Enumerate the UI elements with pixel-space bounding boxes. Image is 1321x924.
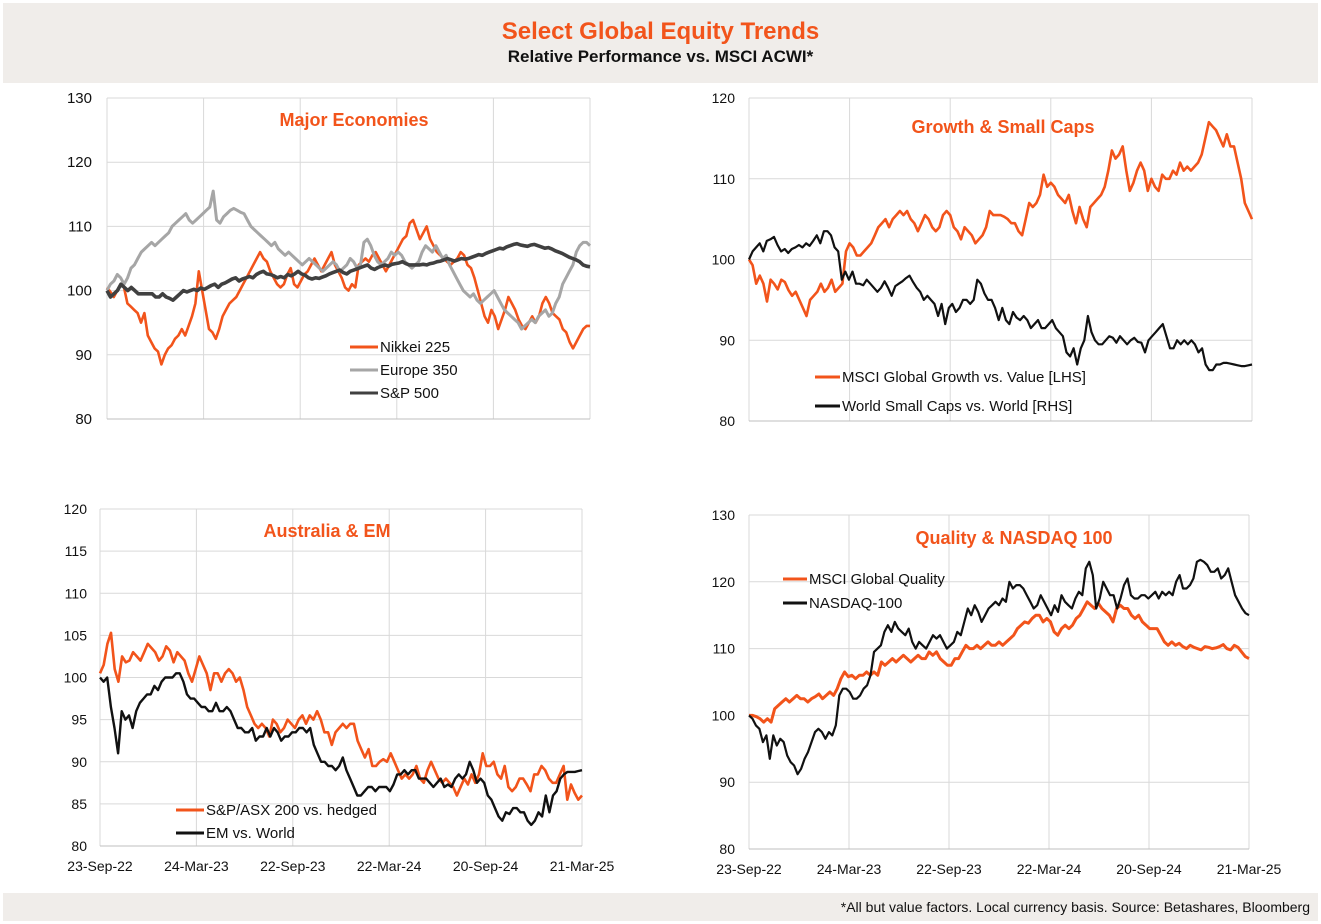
x-tick-label: 20-Sep-24: [1116, 861, 1182, 877]
y-tick-label: 130: [712, 507, 736, 523]
legend-label: EM vs. World: [206, 825, 295, 842]
x-tick-label: 22-Sep-23: [260, 858, 326, 874]
y-tick-label: 90: [719, 774, 735, 790]
x-tick-label: 21-Mar-25: [550, 858, 615, 874]
y-tick-label: 120: [64, 501, 88, 517]
y-tick-label: 80: [719, 413, 735, 429]
series-line-1: [749, 600, 1250, 724]
x-tick-label: 23-Sep-22: [716, 861, 782, 877]
legend-label: World Small Caps vs. World [RHS]: [842, 398, 1072, 415]
y-tick-label: 100: [712, 707, 736, 723]
legend-label: MSCI Global Quality: [809, 571, 945, 588]
y-tick-label: 80: [719, 841, 735, 857]
chart-title: Quality & NASDAQ 100: [915, 528, 1112, 548]
legend-label: MSCI Global Growth vs. Value [LHS]: [842, 369, 1086, 386]
series-line-3: [105, 241, 591, 303]
series-line-2: [748, 558, 1250, 776]
y-tick-label: 100: [64, 670, 88, 686]
x-tick-label: 22-Mar-24: [1017, 861, 1082, 877]
series-line-2: [99, 672, 583, 827]
legend-label: Nikkei 225: [380, 339, 450, 356]
x-tick-label: 22-Mar-24: [357, 858, 422, 874]
y-tick-label: 110: [713, 641, 736, 657]
x-tick-label: 23-Sep-22: [67, 858, 133, 874]
legend-label: NASDAQ-100: [809, 595, 902, 612]
y-tick-label: 95: [71, 712, 87, 728]
header-banner: Select Global Equity Trends Relative Per…: [3, 3, 1318, 83]
chart-title: Major Economies: [279, 110, 428, 130]
y-tick-label: 80: [71, 838, 87, 854]
y-tick-label: 90: [75, 347, 92, 364]
series-line-2: [105, 189, 592, 331]
y-tick-label: 110: [68, 218, 92, 235]
y-tick-label: 120: [67, 154, 92, 171]
y-tick-label: 90: [719, 332, 735, 348]
series-line-1: [747, 120, 1254, 318]
y-tick-label: 110: [65, 585, 88, 601]
x-tick-label: 24-Mar-23: [817, 861, 882, 877]
chart-panel-4: 80 90 100 110 120 130 23-Sep-22 24-Mar-23 22-Sep…: [712, 507, 1282, 877]
y-tick-label: 115: [65, 543, 88, 559]
x-tick-label: 22-Sep-23: [916, 861, 982, 877]
footer-banner: *All but value factors. Local currency b…: [3, 893, 1318, 921]
chart-title: Growth & Small Caps: [911, 117, 1094, 137]
y-tick-label: 80: [75, 411, 92, 428]
y-tick-label: 110: [713, 171, 736, 187]
y-tick-label: 120: [712, 574, 736, 590]
y-tick-label: 85: [71, 796, 87, 812]
series-line-2: [747, 230, 1253, 372]
y-tick-label: 90: [71, 754, 87, 770]
y-tick-label: 105: [64, 627, 88, 643]
charts-canvas: 80 90 100 110 120 130 Major Economies Nikkei 22…: [64, 90, 1282, 877]
x-tick-label: 20-Sep-24: [453, 858, 519, 874]
legend-label: S&P 500: [380, 385, 439, 402]
x-tick-label: 24-Mar-23: [164, 858, 229, 874]
chart-panel-3: 80 85 90 95 100 105 110 115 120 23-Sep-22 24-Mar-2…: [64, 501, 615, 874]
legend-label: Europe 350: [380, 362, 458, 379]
series-line-1: [105, 218, 590, 366]
chart-panel-1: 80 90 100 110 120 130 Major Economies Nikkei 22…: [67, 90, 592, 428]
y-tick-label: 120: [712, 90, 736, 106]
page-subtitle: Relative Performance vs. MSCI ACWI*: [507, 47, 814, 66]
series-line-1: [98, 631, 583, 802]
chart-title: Australia & EM: [263, 521, 390, 541]
chart-panel-2: 80 90 100 110 120 Growth & Small Caps MSCI Glo…: [712, 90, 1254, 429]
page-title: Select Global Equity Trends: [501, 18, 820, 45]
y-tick-label: 100: [67, 283, 92, 300]
source-note: *All but value factors. Local currency b…: [840, 899, 1310, 915]
x-tick-label: 21-Mar-25: [1217, 861, 1282, 877]
y-tick-label: 100: [712, 252, 736, 268]
y-tick-label: 130: [67, 90, 92, 107]
legend-label: S&P/ASX 200 vs. hedged: [206, 802, 377, 819]
